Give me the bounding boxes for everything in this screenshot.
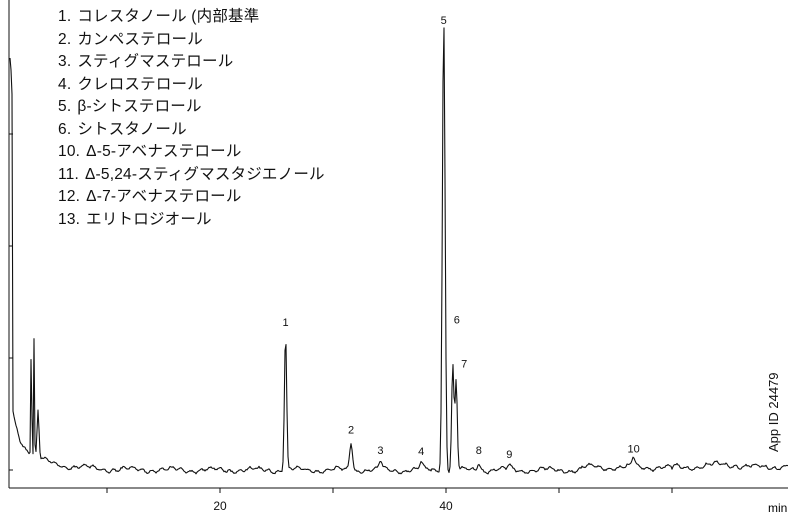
peak-label-7: 7 (461, 359, 467, 371)
peak-label-10: 10 (627, 443, 639, 455)
peak-label-4: 4 (418, 446, 424, 458)
legend-item: 2. カンペステロール (58, 29, 325, 52)
peak-label-8: 8 (476, 445, 482, 457)
peak-label-9: 9 (506, 449, 512, 461)
legend-item: 5. β-シトステロール (58, 96, 325, 119)
x-axis-label: min (768, 501, 787, 515)
legend-item: 13. エリトロジオール (58, 209, 325, 232)
legend-item: 10. Δ-5-アベナステロール (58, 141, 325, 164)
x-tick-label: 40 (439, 499, 453, 513)
legend-item: 12. Δ-7-アベナステロール (58, 186, 325, 209)
peak-label-5: 5 (441, 15, 447, 27)
peak-label-1: 1 (282, 317, 288, 329)
peak-labels: 1 2 3 4 5 6 7 8 9 10 (282, 15, 639, 461)
app-id-label: App ID 24479 (766, 372, 781, 452)
peak-label-6: 6 (454, 314, 460, 326)
legend-item: 11. Δ-5,24-スティグマスタジエノール (58, 164, 325, 187)
legend-item: 3. スティグマステロール (58, 51, 325, 74)
legend-item: 4. クレロステロール (58, 74, 325, 97)
peak-label-2: 2 (348, 424, 354, 436)
x-tick-label: 20 (213, 499, 227, 513)
x-axis-ticks: 20 40 (107, 488, 672, 513)
legend-item: 1. コレスタノール (内部基準 (58, 6, 325, 29)
legend-item: 6. シトスタノール (58, 119, 325, 142)
peak-label-3: 3 (377, 445, 383, 457)
legend: 1. コレスタノール (内部基準 2. カンペステロール 3. スティグマステロール … (58, 6, 325, 231)
